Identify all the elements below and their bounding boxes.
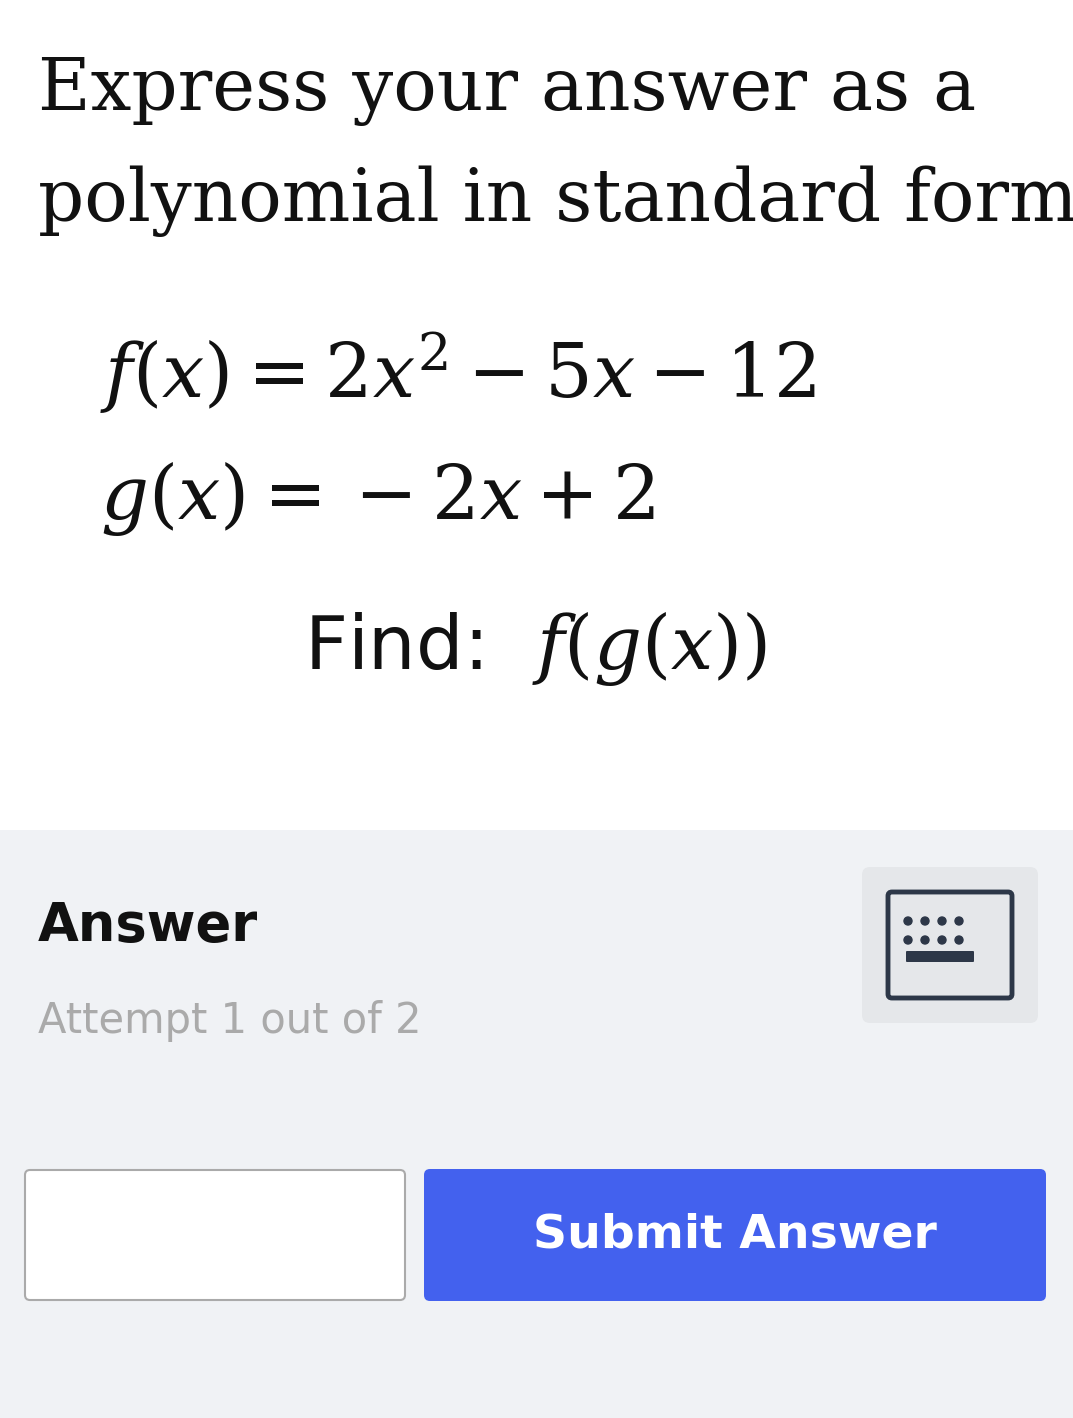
FancyBboxPatch shape [424, 1168, 1046, 1300]
Text: Find:  $f(g(x))$: Find: $f(g(x))$ [305, 610, 767, 688]
FancyBboxPatch shape [25, 1170, 405, 1300]
Text: Answer: Answer [38, 900, 259, 951]
Text: Express your answer as a: Express your answer as a [38, 55, 976, 126]
FancyBboxPatch shape [888, 892, 1012, 998]
Text: $g(x) = -2x + 2$: $g(x) = -2x + 2$ [100, 459, 656, 537]
FancyBboxPatch shape [0, 830, 1073, 1418]
Circle shape [955, 917, 962, 925]
Text: polynomial in standard form.: polynomial in standard form. [38, 164, 1073, 237]
Text: Submit Answer: Submit Answer [533, 1212, 937, 1258]
Circle shape [955, 936, 962, 944]
Circle shape [921, 936, 929, 944]
Circle shape [921, 917, 929, 925]
Circle shape [938, 917, 946, 925]
Circle shape [938, 936, 946, 944]
FancyBboxPatch shape [906, 951, 974, 961]
Text: Attempt 1 out of 2: Attempt 1 out of 2 [38, 1000, 422, 1042]
Circle shape [903, 917, 912, 925]
Circle shape [903, 936, 912, 944]
FancyBboxPatch shape [862, 866, 1038, 1022]
Text: $f(x) = 2x^2 - 5x - 12$: $f(x) = 2x^2 - 5x - 12$ [100, 330, 815, 417]
